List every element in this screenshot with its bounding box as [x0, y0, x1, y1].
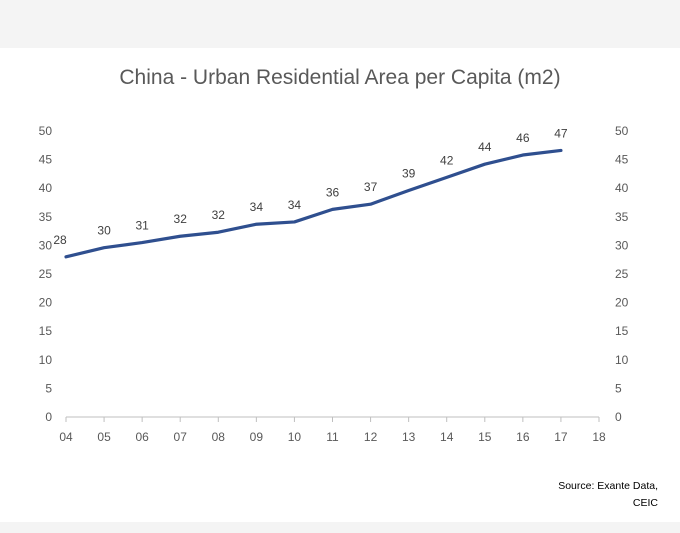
y-tick-label-right: 15 [615, 324, 629, 338]
series-line [64, 148, 563, 259]
x-tick-label: 16 [516, 430, 530, 444]
data-label: 36 [326, 185, 340, 199]
data-label: 42 [440, 153, 454, 167]
data-labels: 28 30 31 32 32 34 34 36 37 39 42 44 46 47 [53, 126, 568, 246]
y-tick-label-left: 15 [39, 324, 53, 338]
x-tick-label: 07 [174, 430, 188, 444]
y-tick-label-right: 45 [615, 153, 629, 167]
data-label: 39 [402, 166, 416, 180]
axes [65, 416, 600, 422]
data-label: 34 [288, 198, 302, 212]
chart-title: China - Urban Residential Area per Capit… [119, 66, 561, 89]
data-label: 32 [174, 212, 188, 226]
y-axis-left-labels: 0 5 10 15 20 25 30 35 40 45 50 [39, 124, 53, 424]
data-label: 32 [212, 208, 226, 222]
y-tick-label-left: 40 [39, 181, 53, 195]
data-label: 34 [250, 200, 264, 214]
y-tick-label-left: 35 [39, 210, 53, 224]
y-tick-label-right: 10 [615, 353, 629, 367]
source-line-2: CEIC [632, 497, 658, 509]
data-label: 30 [97, 224, 111, 238]
bottom-band [0, 522, 680, 533]
x-axis-labels: 04 05 06 07 08 09 10 11 12 13 14 15 16 17 18 [59, 430, 606, 444]
x-tick-label: 04 [59, 430, 73, 444]
x-tick-label: 12 [364, 430, 378, 444]
y-tick-label-right: 30 [615, 238, 629, 252]
source-note: Source: Exante Data, CEIC [558, 478, 658, 512]
x-tick-label: 08 [212, 430, 226, 444]
y-tick-label-right: 50 [615, 124, 629, 138]
y-tick-label-right: 25 [615, 267, 629, 281]
y-tick-label-left: 10 [39, 353, 53, 367]
y-tick-label-right: 40 [615, 181, 629, 195]
y-tick-label-left: 20 [39, 296, 53, 310]
x-tick-label: 14 [440, 430, 454, 444]
x-tick-label: 13 [402, 430, 416, 444]
source-line-1: Source: Exante Data, [558, 480, 658, 492]
data-label: 31 [135, 219, 149, 233]
x-tick-label: 17 [554, 430, 568, 444]
data-label: 46 [516, 131, 530, 145]
series-group [64, 148, 563, 259]
data-label: 44 [478, 140, 492, 154]
y-tick-label-left: 30 [39, 238, 53, 252]
y-tick-label-left: 45 [39, 153, 53, 167]
y-tick-label-left: 25 [39, 267, 53, 281]
data-label: 37 [364, 180, 378, 194]
y-tick-label-left: 5 [45, 381, 52, 395]
y-tick-label-left: 0 [45, 410, 52, 424]
y-axis-right-labels: 0 5 10 15 20 25 30 35 40 45 50 [615, 124, 629, 424]
x-tick-label: 05 [97, 430, 111, 444]
x-tick-label: 15 [478, 430, 492, 444]
x-tick-label: 06 [135, 430, 149, 444]
x-tick-label: 10 [288, 430, 302, 444]
y-tick-label-right: 5 [615, 381, 622, 395]
y-tick-label-right: 0 [615, 410, 622, 424]
data-label: 47 [554, 126, 568, 140]
x-tick-label: 18 [592, 430, 606, 444]
x-tick-label: 09 [250, 430, 264, 444]
data-label: 28 [53, 233, 67, 247]
y-tick-label-right: 35 [615, 210, 629, 224]
y-tick-label-right: 20 [615, 296, 629, 310]
x-tick-label: 11 [326, 430, 339, 444]
y-tick-label-left: 50 [39, 124, 53, 138]
top-band [0, 0, 680, 48]
